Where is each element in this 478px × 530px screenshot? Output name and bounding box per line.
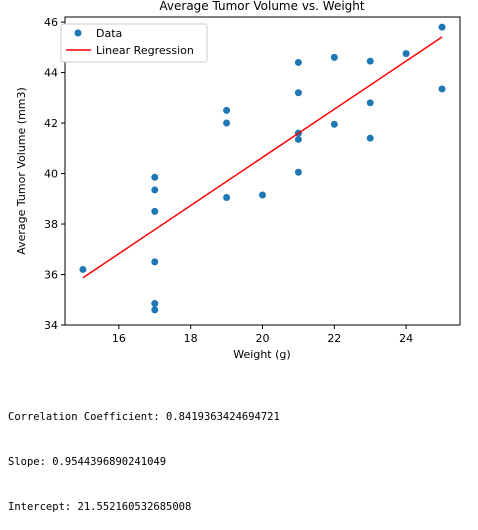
data-point — [366, 134, 374, 142]
scatter-chart: Average Tumor Volume vs. Weight 34 36 38 40… — [15, 0, 461, 361]
data-point — [330, 120, 338, 128]
x-tick-label: 22 — [327, 332, 341, 345]
x-axis-ticks: 16 18 20 22 24 — [112, 325, 413, 345]
data-point — [366, 99, 374, 107]
x-axis-label: Weight (g) — [233, 348, 290, 361]
data-point — [438, 85, 446, 93]
legend: Data Linear Regression — [60, 23, 208, 63]
y-tick-label: 46 — [44, 16, 58, 29]
plot-area — [64, 16, 461, 326]
y-axis-ticks: 34 36 38 40 42 44 46 — [44, 16, 65, 332]
y-tick-label: 42 — [44, 117, 58, 130]
data-point — [259, 191, 266, 199]
data-point — [223, 194, 231, 202]
correlation-text: Correlation Coefficient: 0.8419363424694… — [8, 411, 280, 423]
chart-marks — [79, 23, 446, 314]
data-point — [294, 89, 302, 97]
data-point — [151, 173, 159, 181]
y-tick-label: 38 — [44, 218, 58, 231]
x-tick-label: 24 — [399, 332, 413, 345]
legend-label-regression: Linear Regression — [96, 44, 194, 57]
data-point — [223, 106, 231, 114]
x-tick-label: 18 — [184, 332, 198, 345]
data-point — [402, 50, 410, 58]
chart-title: Average Tumor Volume vs. Weight — [159, 0, 365, 13]
y-tick-label: 34 — [44, 319, 58, 332]
regression-line — [82, 36, 443, 279]
legend-box — [60, 23, 208, 63]
intercept-text: Intercept: 21.552160532685008 — [8, 501, 192, 513]
data-point — [438, 23, 446, 31]
x-tick-label: 16 — [112, 332, 126, 345]
data-point — [330, 53, 338, 61]
data-point — [294, 168, 302, 176]
slope-text: Slope: 0.9544396890241049 — [8, 456, 167, 468]
data-point — [294, 58, 302, 66]
y-tick-label: 36 — [44, 269, 58, 282]
x-tick-label: 20 — [256, 332, 270, 345]
y-tick-label: 44 — [44, 67, 58, 80]
data-point — [294, 135, 302, 143]
y-tick-label: 40 — [44, 168, 58, 181]
legend-marker-data — [74, 29, 82, 37]
data-point — [151, 258, 159, 266]
data-point — [151, 306, 159, 314]
data-point — [151, 300, 159, 308]
data-point — [79, 265, 87, 273]
y-axis-label: Average Tumor Volume (mm3) — [15, 87, 28, 255]
console-output: Correlation Coefficient: 0.8419363424694… — [8, 380, 280, 530]
data-point — [151, 207, 159, 215]
data-point — [151, 186, 159, 194]
legend-label-data: Data — [96, 27, 122, 40]
data-point — [223, 119, 231, 127]
data-point — [366, 57, 374, 65]
